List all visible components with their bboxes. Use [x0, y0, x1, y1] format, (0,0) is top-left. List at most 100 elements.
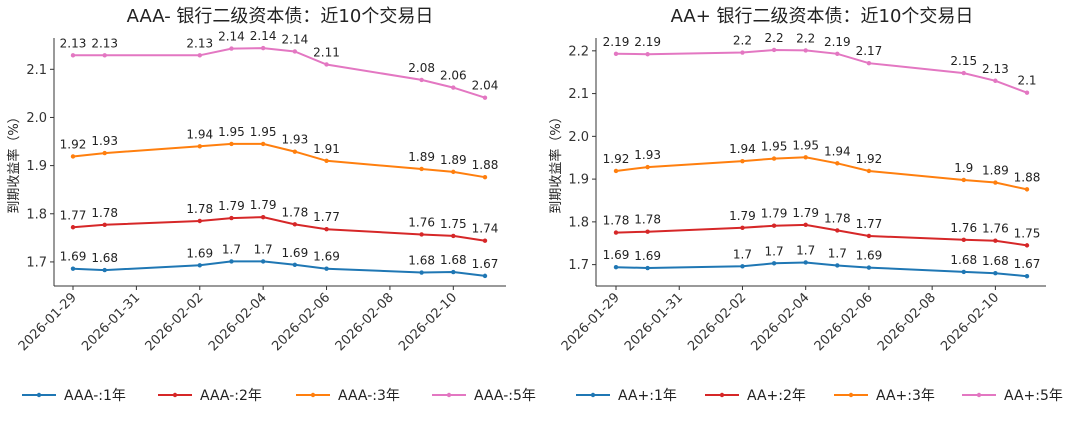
chart0-data-label-2: 1.89	[440, 153, 467, 167]
chart0-x-tick-label: 2026-02-10	[396, 290, 460, 354]
chart1-data-label-2: 1.89	[982, 164, 1009, 178]
chart0-data-label-3: 2.04	[472, 79, 499, 93]
chart0-data-label-1: 1.78	[186, 202, 213, 216]
chart1-series-point-3	[961, 70, 966, 76]
chart1-series-point-2	[866, 168, 872, 174]
chart0-series-point-2	[419, 166, 424, 172]
chart0-legend-label: AAA-:1年	[64, 388, 126, 404]
chart0-series-point-2	[260, 141, 266, 147]
chart0-x-tick-label: 2026-02-04	[206, 290, 270, 354]
chart0-legend-item: AAA-:3年	[296, 388, 400, 404]
chart0-data-label-0: 1.69	[60, 250, 87, 264]
chart1-legend-swatch-marker	[719, 392, 725, 398]
chart0-series-point-1	[260, 214, 266, 220]
chart1-series-point-1	[613, 230, 619, 235]
chart1-data-label-0: 1.7	[796, 243, 815, 257]
chart1-data-label-0: 1.69	[603, 248, 630, 262]
chart1-x-tick-label: 2026-01-31	[622, 290, 686, 354]
chart0-series-point-2	[324, 158, 329, 163]
chart1-series-point-1	[740, 225, 745, 231]
chart1-data-label-2: 1.88	[1014, 170, 1041, 184]
chart1-series-point-0	[613, 264, 619, 270]
chart1-data-label-1: 1.79	[761, 207, 788, 221]
chart1-legend-item: AA+:5年	[962, 388, 1063, 404]
chart0-y-tick-label: 2.0	[26, 111, 47, 126]
chart1-x-tick-label: 2026-02-10	[938, 290, 1002, 354]
chart0-title: AAA- 银行二级资本债：近10个交易日	[127, 6, 434, 27]
chart1-y-tick-label: 1.9	[568, 173, 589, 188]
chart0-data-label-3: 2.06	[440, 69, 467, 83]
chart1-series-point-3	[866, 61, 872, 66]
chart0-legend-label: AAA-:5年	[474, 388, 536, 404]
chart0-series-line-2	[72, 142, 486, 179]
chart1-data-label-3: 2.15	[950, 54, 977, 68]
chart1-data-label-3: 2.13	[982, 62, 1009, 76]
chart0-series-point-1	[419, 232, 424, 237]
chart0-y-tick-label: 2.1	[26, 63, 47, 78]
chart1-data-label-3: 2.1	[1017, 74, 1036, 88]
chart0-data-label-0: 1.68	[440, 253, 467, 267]
chart1-data-label-2: 1.9	[954, 161, 973, 175]
chart1-series-point-2	[740, 158, 745, 164]
chart0-data-label-0: 1.7	[254, 242, 273, 256]
chart0-data-label-3: 2.08	[408, 61, 435, 75]
chart1-legend-label: AA+:2年	[747, 388, 806, 404]
chart0-legend-item: AAA-:5年	[432, 388, 536, 404]
chart0-data-label-0: 1.69	[281, 246, 308, 260]
chart1-data-label-2: 1.94	[824, 144, 851, 158]
chart1-series-point-3	[993, 78, 998, 83]
chart1-series-point-0	[740, 264, 745, 269]
chart0-y-axis-label: 到期收益率（%）	[6, 110, 22, 213]
chart1-data-label-2: 1.93	[634, 148, 661, 162]
chart0-series-point-0	[451, 269, 456, 275]
chart0-series-point-0	[292, 262, 298, 268]
chart1-data-label-1: 1.79	[792, 206, 819, 220]
chart0-data-label-2: 1.95	[250, 125, 277, 139]
chart0-legend-item: AAA-:1年	[22, 388, 126, 404]
chart1-title: AA+ 银行二级资本债：近10个交易日	[671, 6, 974, 27]
chart1-series-line-1	[615, 223, 1028, 247]
chart1-legend-item: AA+:3年	[834, 388, 935, 404]
chart1-series-point-1	[961, 237, 966, 243]
chart1-series-line-3	[615, 48, 1028, 94]
chart1-series-point-1	[771, 223, 777, 228]
chart0-legend-label: AAA-:3年	[338, 388, 400, 404]
chart1-data-label-2: 1.94	[729, 142, 756, 156]
chart0-series-point-0	[419, 270, 424, 275]
chart0-series-point-3	[451, 85, 456, 90]
chart0-series-line-1	[72, 216, 486, 242]
chart0-x-tick-label: 2026-02-06	[269, 290, 333, 354]
chart1-x-tick-label: 2026-02-04	[748, 290, 812, 354]
chart1-series-point-0	[803, 260, 808, 265]
chart0-y-tick-label: 1.7	[26, 255, 47, 270]
chart0-data-label-1: 1.74	[472, 222, 499, 236]
chart0-series-point-3	[324, 62, 329, 67]
chart0-legend-item: AAA-:2年	[158, 388, 262, 404]
chart0-data-label-2: 1.94	[186, 127, 213, 141]
chart0-data-label-1: 1.79	[218, 199, 245, 213]
chart0-series-point-3	[419, 77, 424, 83]
chart1-data-label-0: 1.7	[828, 246, 847, 260]
chart0-series-point-2	[70, 154, 76, 159]
chart0-x-tick-label: 2026-01-31	[79, 290, 143, 354]
chart0-x-tick-label: 2026-02-08	[333, 290, 397, 354]
chart1-series-point-3	[803, 48, 808, 53]
chart0-series-point-3	[102, 53, 107, 58]
chart0-y-tick-label: 1.9	[26, 159, 47, 174]
chart0-data-label-2: 1.92	[60, 137, 87, 151]
chart1-data-label-3: 2.2	[765, 31, 784, 45]
chart0-series-point-3	[482, 95, 488, 100]
chart0-series-point-3	[229, 46, 234, 51]
chart0-data-label-0: 1.69	[313, 250, 340, 264]
chart0-data-label-3: 2.14	[250, 29, 277, 43]
chart0-data-label-1: 1.77	[60, 208, 87, 222]
chart1-series-point-0	[1024, 273, 1030, 279]
chart0-legend-label: AAA-:2年	[200, 388, 262, 404]
chart1-data-label-0: 1.67	[1014, 257, 1041, 271]
chart1-series-point-2	[803, 155, 808, 160]
chart0-legend-swatch-marker	[36, 392, 42, 398]
chart1-series-point-2	[613, 168, 619, 174]
chart0-data-label-2: 1.88	[472, 158, 499, 172]
